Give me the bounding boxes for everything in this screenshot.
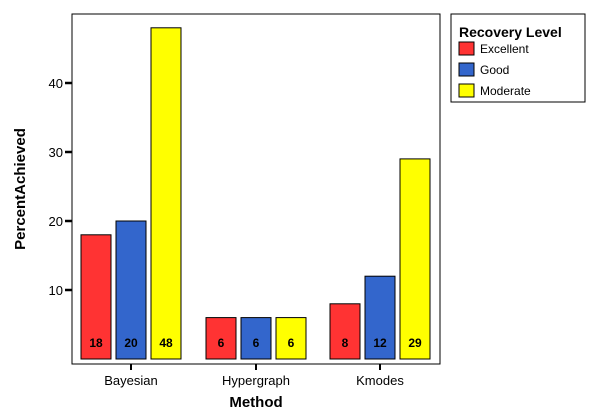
- legend: Recovery Level Excellent Good Moderate: [450, 13, 586, 103]
- data-label: 29: [408, 336, 422, 350]
- bar-good-bayesian: [115, 220, 147, 360]
- y-tick-label: 40: [49, 76, 63, 91]
- data-label: 8: [342, 336, 349, 350]
- data-label: 6: [218, 336, 225, 350]
- legend-swatch-excellent: [458, 41, 475, 56]
- bar-good-kmodes: [364, 275, 396, 360]
- bars-group: 18 20 48 6 6 6 8 12 29: [80, 27, 431, 360]
- x-axis: Bayesian Hypergraph Kmodes: [104, 364, 404, 388]
- bar-moderate-hypergraph: [275, 317, 307, 360]
- x-tick-label: Kmodes: [356, 373, 404, 388]
- data-label: 12: [373, 336, 387, 350]
- bar-excellent-bayesian: [80, 234, 112, 360]
- bar-moderate-bayesian: [150, 27, 182, 360]
- legend-title: Recovery Level: [459, 24, 562, 40]
- legend-label-good: Good: [480, 63, 509, 77]
- legend-items: Excellent Good Moderate: [458, 41, 531, 98]
- y-axis: 10 20 30 40: [49, 76, 72, 298]
- bar-moderate-kmodes: [399, 158, 431, 360]
- data-label: 48: [159, 336, 173, 350]
- bar-good-hypergraph: [240, 317, 272, 360]
- y-axis-title: PercentAchieved: [12, 128, 29, 250]
- x-tick-label: Bayesian: [104, 373, 157, 388]
- legend-label-moderate: Moderate: [480, 84, 531, 98]
- data-label: 20: [124, 336, 138, 350]
- legend-label-excellent: Excellent: [480, 42, 529, 56]
- y-tick-label: 10: [49, 283, 63, 298]
- x-axis-title: Method: [229, 394, 282, 411]
- y-tick-label: 20: [49, 214, 63, 229]
- legend-swatch-good: [458, 62, 475, 77]
- data-label: 18: [89, 336, 103, 350]
- data-label: 6: [288, 336, 295, 350]
- y-tick-label: 30: [49, 145, 63, 160]
- legend-swatch-moderate: [458, 83, 475, 98]
- data-label: 6: [253, 336, 260, 350]
- bar-excellent-hypergraph: [205, 317, 237, 360]
- x-tick-label: Hypergraph: [222, 373, 290, 388]
- bar-excellent-kmodes: [329, 303, 361, 360]
